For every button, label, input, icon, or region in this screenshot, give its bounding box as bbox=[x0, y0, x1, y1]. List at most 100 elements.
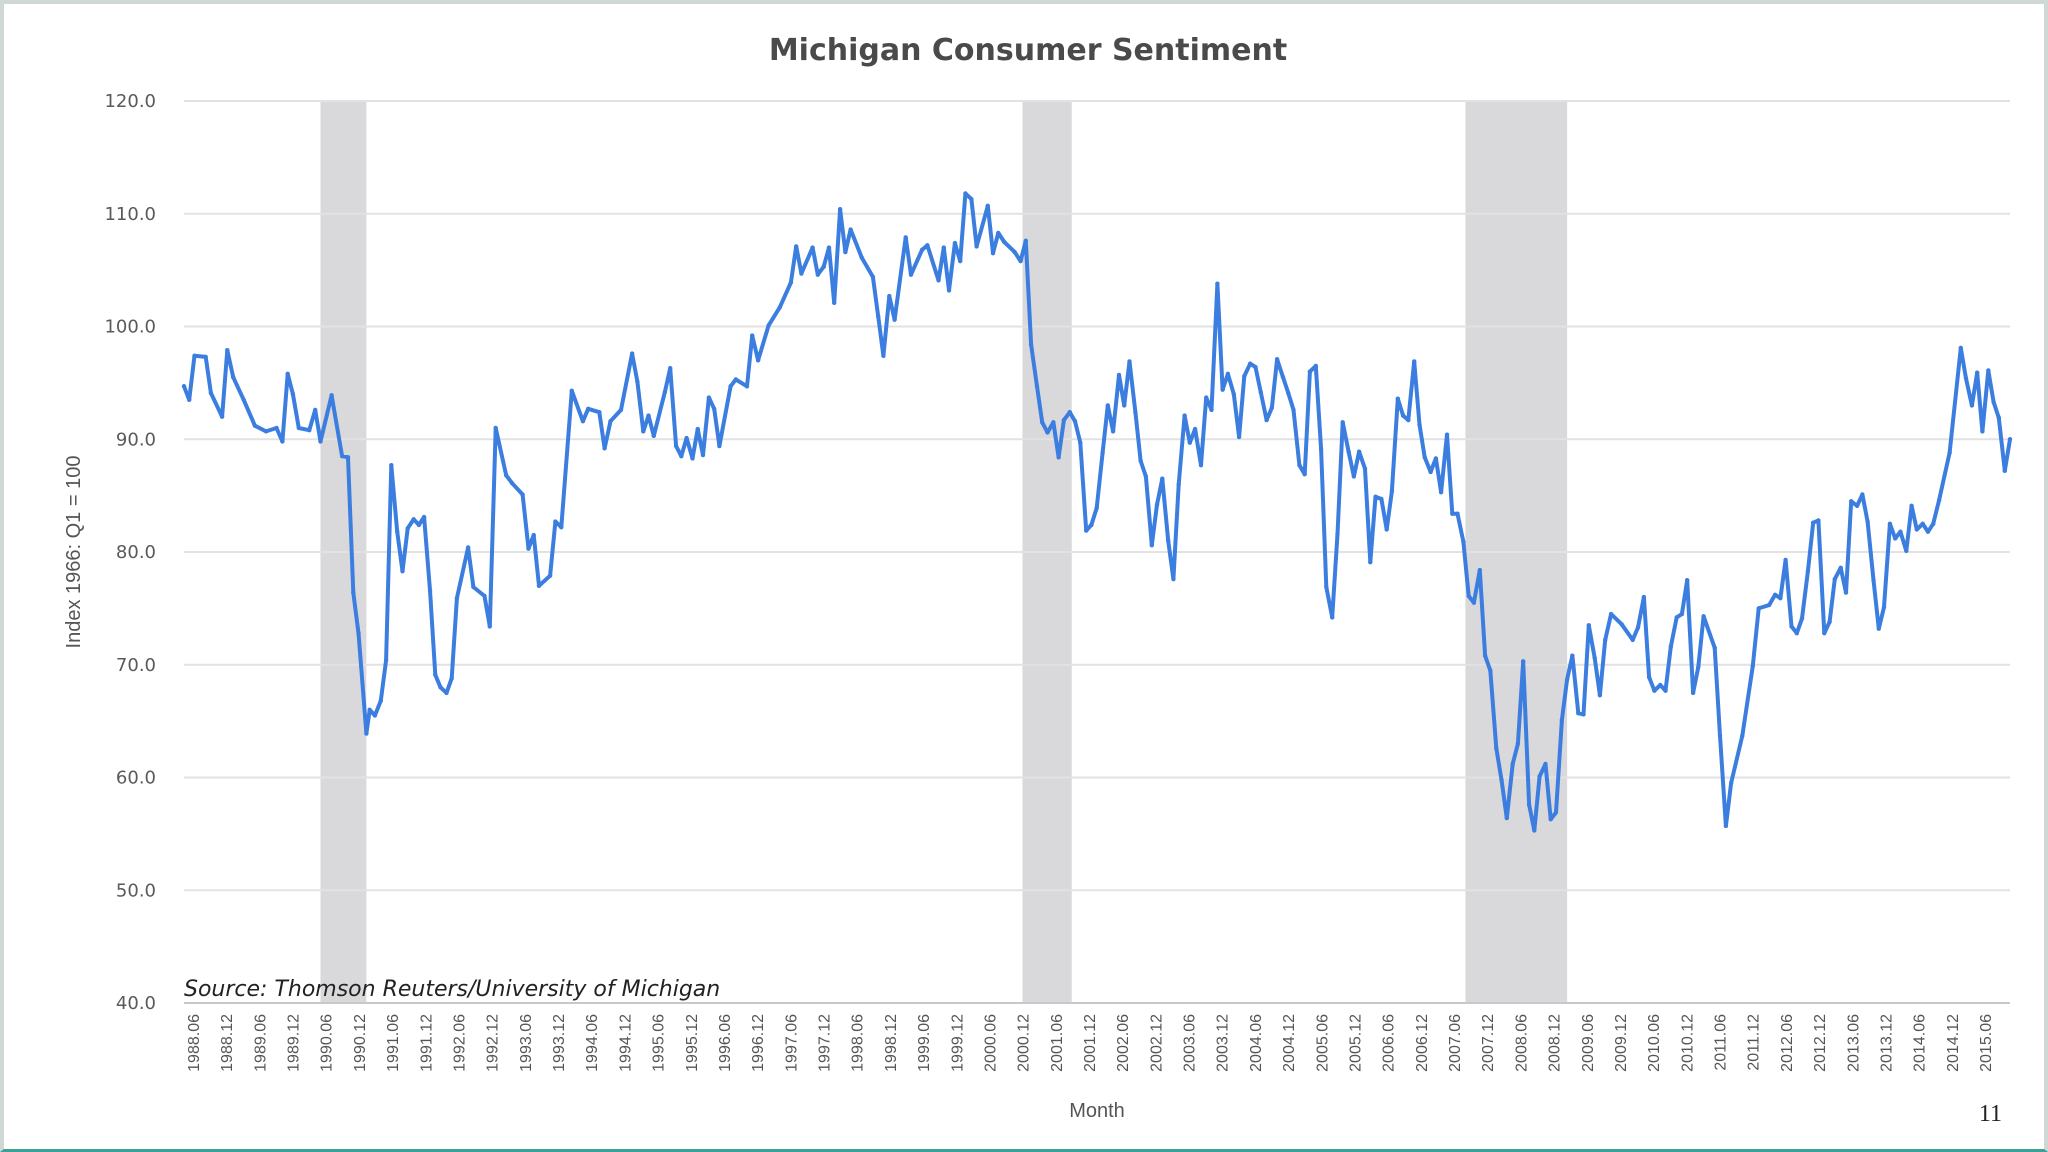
data-point bbox=[1504, 815, 1509, 821]
x-tick-label: 2009.06 bbox=[1580, 1014, 1597, 1072]
data-point bbox=[1209, 407, 1214, 413]
x-tick-label: 1993.12 bbox=[551, 1014, 568, 1072]
data-point bbox=[1668, 644, 1673, 649]
data-point bbox=[1684, 577, 1690, 583]
data-point bbox=[389, 462, 394, 468]
data-point bbox=[1947, 450, 1952, 455]
x-tick-label: 2007.06 bbox=[1447, 1014, 1464, 1072]
data-point bbox=[1061, 417, 1067, 423]
x-tick-label: 2015.06 bbox=[1978, 1014, 1995, 1072]
data-point bbox=[1127, 359, 1132, 364]
data-point bbox=[1450, 511, 1455, 516]
data-point bbox=[225, 347, 230, 353]
data-point bbox=[733, 377, 739, 382]
x-tick-label: 2013.12 bbox=[1878, 1014, 1895, 1072]
x-tick-label: 2014.12 bbox=[1945, 1014, 1962, 1072]
data-point bbox=[1291, 407, 1296, 413]
x-tick-label: 1992.06 bbox=[451, 1014, 468, 1072]
data-point bbox=[1641, 594, 1647, 600]
x-tick-label: 1993.06 bbox=[518, 1014, 535, 1072]
y-tick-label: 50.0 bbox=[116, 880, 156, 901]
data-point bbox=[1433, 456, 1439, 461]
data-point bbox=[673, 443, 679, 449]
data-point bbox=[252, 423, 258, 428]
data-point bbox=[695, 426, 700, 432]
data-point bbox=[493, 425, 498, 431]
data-point bbox=[503, 473, 509, 478]
x-tick-label: 2005.12 bbox=[1347, 1014, 1364, 1072]
data-point bbox=[969, 196, 974, 202]
data-point bbox=[1936, 497, 1942, 503]
data-point bbox=[651, 433, 656, 439]
data-point bbox=[1608, 611, 1614, 617]
data-point bbox=[520, 492, 525, 497]
data-point bbox=[1422, 455, 1427, 460]
x-tick-label: 2008.12 bbox=[1547, 1014, 1564, 1072]
data-point bbox=[1466, 593, 1471, 599]
data-point bbox=[1526, 802, 1532, 807]
data-point bbox=[985, 203, 990, 209]
gridlines bbox=[184, 100, 2010, 1004]
data-point bbox=[1750, 663, 1755, 669]
data-point bbox=[1083, 528, 1089, 533]
data-point bbox=[1494, 745, 1499, 751]
data-point bbox=[1914, 527, 1920, 532]
data-point bbox=[1313, 363, 1319, 369]
data-point bbox=[1690, 690, 1696, 696]
data-point bbox=[411, 517, 416, 522]
data-point bbox=[1204, 395, 1209, 400]
data-point bbox=[870, 274, 876, 280]
data-point bbox=[1980, 429, 1985, 434]
x-tick-label: 2006.06 bbox=[1381, 1014, 1398, 1072]
data-point bbox=[1635, 625, 1641, 630]
x-tick-label: 1989.06 bbox=[252, 1014, 269, 1072]
data-point bbox=[711, 406, 717, 412]
data-point bbox=[1646, 674, 1652, 680]
data-point bbox=[1067, 409, 1072, 415]
data-point bbox=[1799, 616, 1805, 621]
data-point bbox=[280, 439, 285, 444]
data-point bbox=[1871, 577, 1876, 583]
data-point bbox=[1242, 373, 1247, 379]
data-point bbox=[1133, 409, 1138, 415]
data-point bbox=[1297, 462, 1302, 468]
x-tick-label: 2010.12 bbox=[1679, 1014, 1696, 1072]
data-point bbox=[1586, 623, 1591, 628]
x-tick-label: 2012.12 bbox=[1812, 1014, 1829, 1072]
data-point bbox=[1330, 615, 1335, 620]
data-point bbox=[1056, 455, 1061, 460]
y-tick-label: 80.0 bbox=[116, 542, 156, 563]
data-point bbox=[1417, 422, 1422, 427]
data-point bbox=[421, 514, 427, 520]
data-point bbox=[438, 685, 443, 690]
x-tick-label: 1994.12 bbox=[617, 1014, 634, 1072]
data-point bbox=[1444, 432, 1450, 437]
data-point bbox=[1264, 417, 1269, 423]
data-point bbox=[766, 323, 771, 328]
data-point bbox=[875, 314, 881, 319]
data-point bbox=[793, 244, 799, 249]
data-point bbox=[1286, 390, 1291, 396]
data-point bbox=[1564, 677, 1570, 682]
data-point bbox=[580, 419, 586, 424]
data-point bbox=[1176, 482, 1181, 487]
data-point bbox=[1023, 238, 1029, 244]
data-point bbox=[1876, 626, 1881, 631]
data-point bbox=[1094, 505, 1099, 511]
data-point bbox=[1455, 511, 1460, 516]
data-point bbox=[881, 353, 886, 359]
data-point bbox=[1395, 396, 1401, 401]
data-point bbox=[318, 439, 323, 444]
data-point bbox=[602, 446, 607, 451]
x-tick-label: 2002.12 bbox=[1148, 1014, 1165, 1072]
data-point bbox=[925, 243, 930, 248]
data-point bbox=[526, 546, 531, 551]
data-point bbox=[1028, 342, 1034, 347]
data-point bbox=[285, 371, 290, 377]
data-point bbox=[1887, 521, 1893, 527]
data-point bbox=[887, 293, 892, 299]
x-tick-label: 1995.06 bbox=[651, 1014, 668, 1072]
y-axis-ticks: 40.0 50.0 60.0 70.0 80.0 90.0 100.0 110.0 120.0 bbox=[104, 91, 156, 1014]
data-point bbox=[274, 425, 279, 431]
x-tick-label: 1990.06 bbox=[319, 1014, 336, 1072]
